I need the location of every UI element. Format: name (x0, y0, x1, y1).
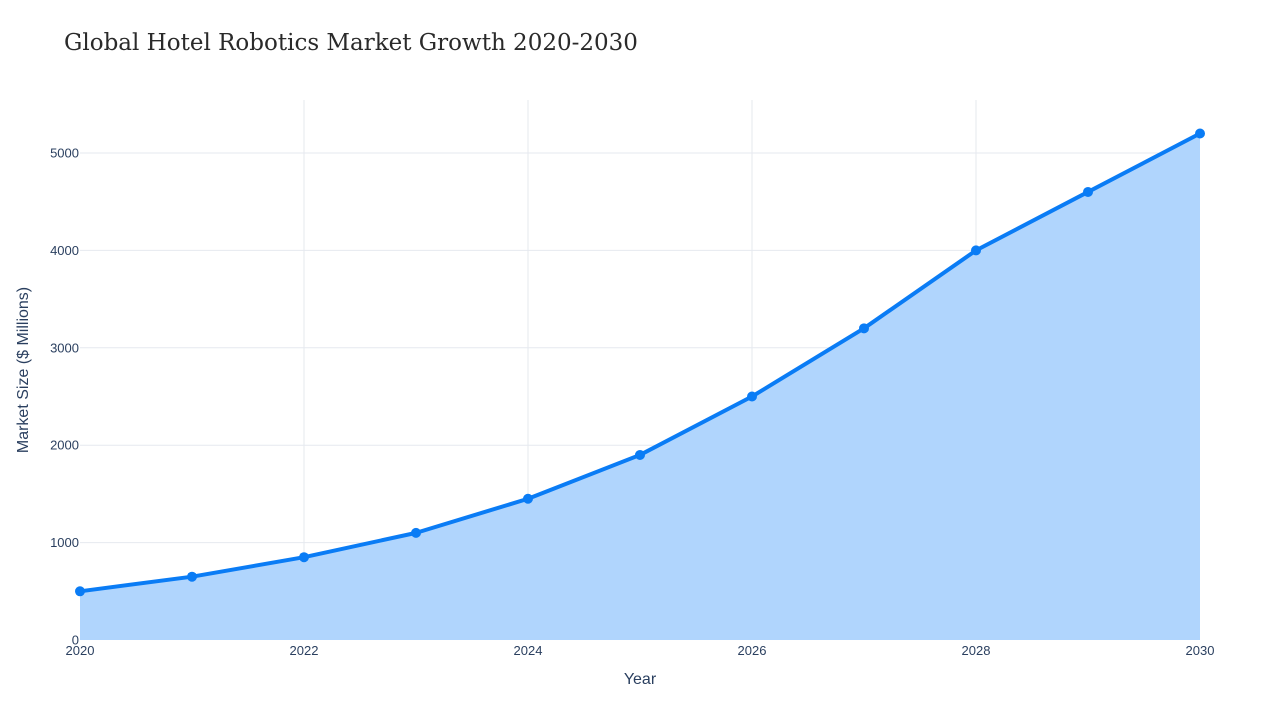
chart-title: Global Hotel Robotics Market Growth 2020… (64, 30, 638, 56)
y-tick-label: 2000 (50, 438, 79, 453)
x-axis-label: Year (624, 671, 657, 688)
y-tick-label: 1000 (50, 535, 79, 550)
data-point-2020 (75, 586, 85, 597)
y-axis-ticks: 0 1000 2000 3000 4000 5000 (50, 146, 79, 648)
data-point-2030 (1195, 128, 1205, 139)
y-tick-label: 4000 (50, 243, 79, 258)
y-tick-label: 5000 (50, 146, 79, 161)
x-axis-ticks: 2020 2022 2024 2026 2028 2030 (66, 643, 1215, 658)
data-point-2021 (187, 571, 197, 582)
y-axis-label: Market Size ($ Millions) (15, 287, 32, 453)
series-area-fill (80, 133, 1200, 640)
data-point-2027 (859, 323, 869, 334)
x-tick-label: 2020 (66, 643, 95, 658)
data-point-2024 (523, 493, 533, 504)
data-point-2029 (1083, 186, 1093, 197)
y-tick-label: 0 (72, 633, 79, 648)
x-tick-label: 2024 (514, 643, 543, 658)
area-fill-layer (80, 133, 1200, 640)
x-tick-label: 2026 (738, 643, 767, 658)
data-point-2025 (635, 449, 645, 460)
data-point-2023 (411, 527, 421, 538)
data-point-2028 (971, 245, 981, 256)
data-points (75, 128, 1205, 597)
y-tick-label: 3000 (50, 340, 79, 355)
data-point-2022 (299, 552, 309, 563)
data-point-2026 (747, 391, 757, 402)
x-tick-label: 2030 (1186, 643, 1215, 658)
x-tick-label: 2028 (962, 643, 991, 658)
x-tick-label: 2022 (290, 643, 319, 658)
